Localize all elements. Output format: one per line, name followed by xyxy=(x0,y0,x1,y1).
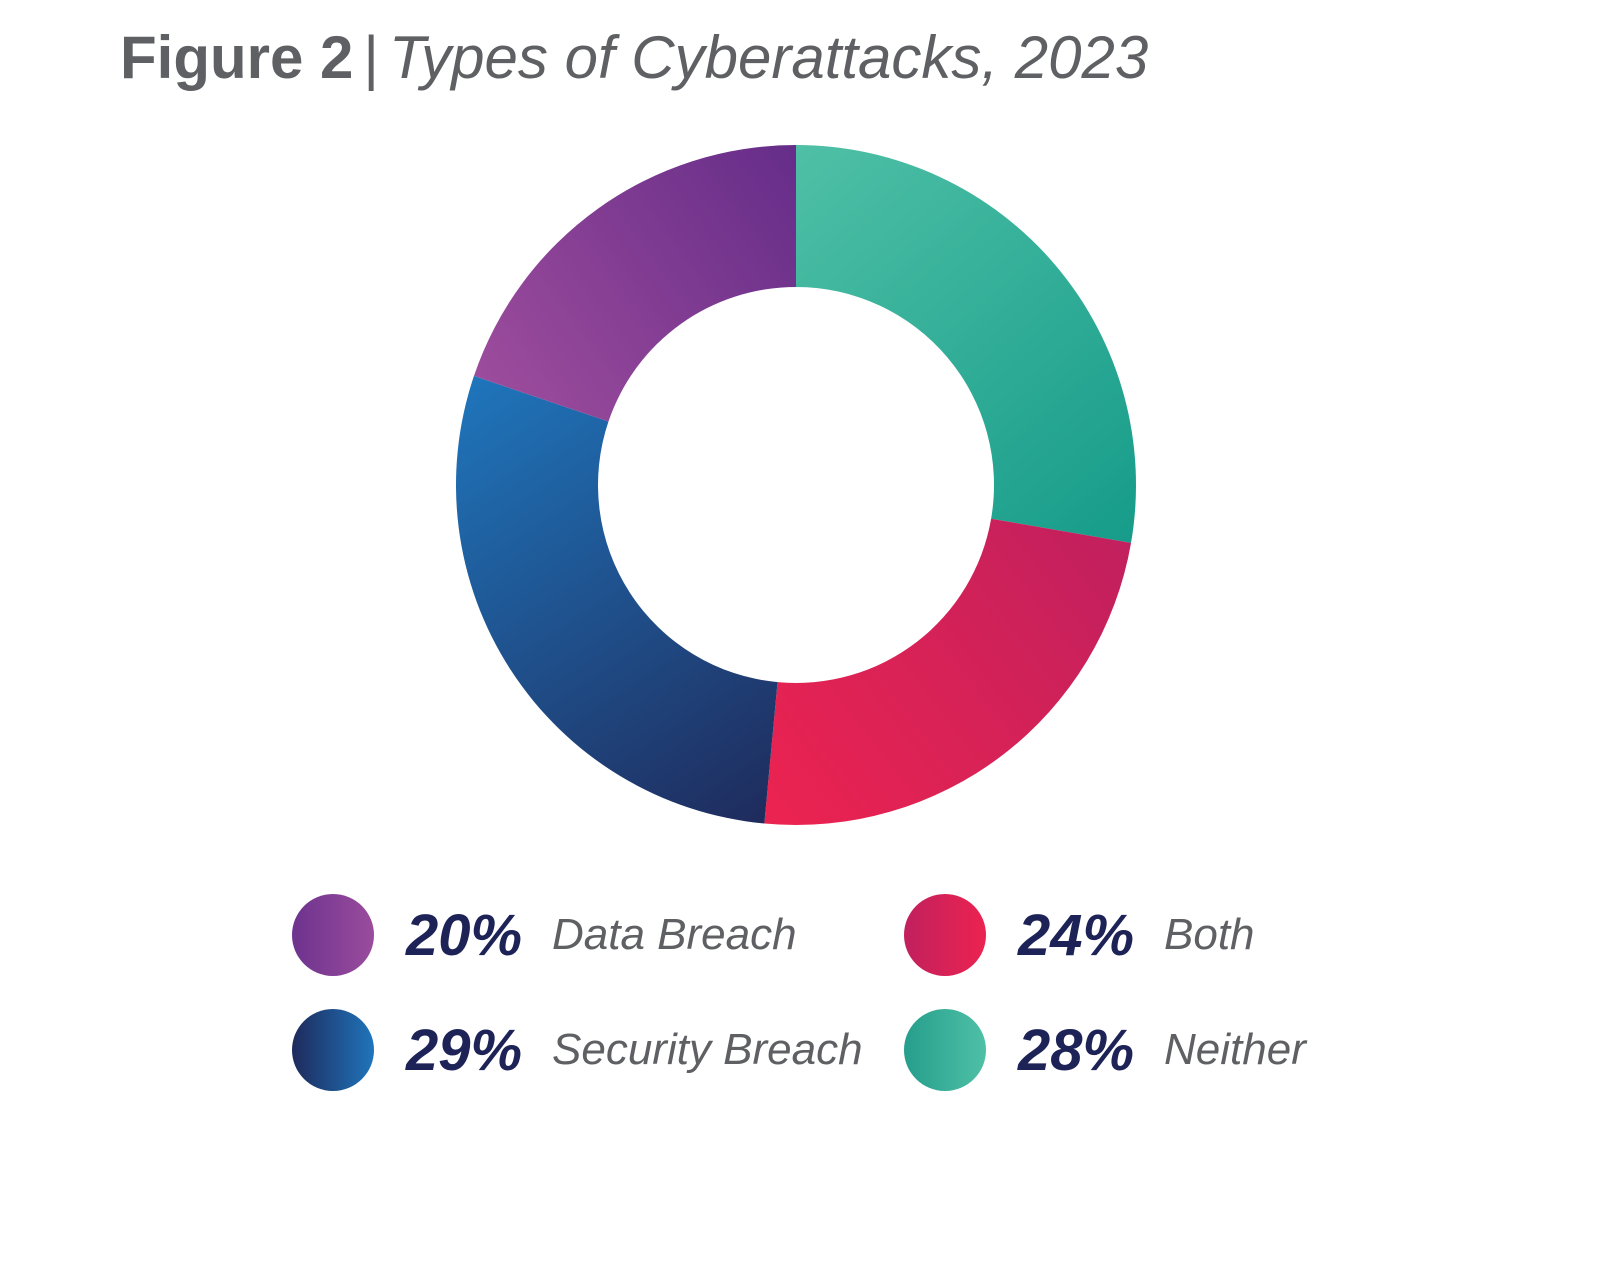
legend-item-both: 24% Both xyxy=(904,893,1255,977)
title-separator: | xyxy=(363,24,379,91)
donut-slice-neither xyxy=(796,145,1136,543)
legend-label: Security Breach xyxy=(552,1025,863,1074)
chart-title: Figure 2 | Types of Cyberattacks, 2023 xyxy=(120,22,1148,94)
donut-slice-security-breach xyxy=(455,375,778,824)
title-text: Types of Cyberattacks, 2023 xyxy=(388,24,1149,91)
legend: 20% Data Breach 24% Both 29% Security Br… xyxy=(292,893,1392,1093)
legend-item-neither: 28% Neither xyxy=(904,1008,1306,1092)
donut-slice-data-breach xyxy=(473,145,796,422)
legend-item-data-breach: 20% Data Breach xyxy=(292,893,797,977)
legend-percent: 24% xyxy=(1018,902,1135,968)
legend-label: Both xyxy=(1164,910,1255,959)
legend-swatch-both xyxy=(904,894,986,976)
legend-percent: 20% xyxy=(406,902,523,968)
figure-number: Figure 2 xyxy=(120,24,354,91)
legend-swatch-data-breach xyxy=(292,894,374,976)
legend-label: Neither xyxy=(1164,1025,1306,1074)
legend-label: Data Breach xyxy=(552,910,797,959)
donut-slice-both xyxy=(764,518,1132,825)
legend-percent: 29% xyxy=(406,1017,523,1083)
legend-swatch-neither xyxy=(904,1009,986,1091)
legend-item-security-breach: 29% Security Breach xyxy=(292,1008,863,1092)
legend-swatch-security-breach xyxy=(292,1009,374,1091)
donut-chart xyxy=(455,145,1136,825)
legend-percent: 28% xyxy=(1018,1017,1135,1083)
